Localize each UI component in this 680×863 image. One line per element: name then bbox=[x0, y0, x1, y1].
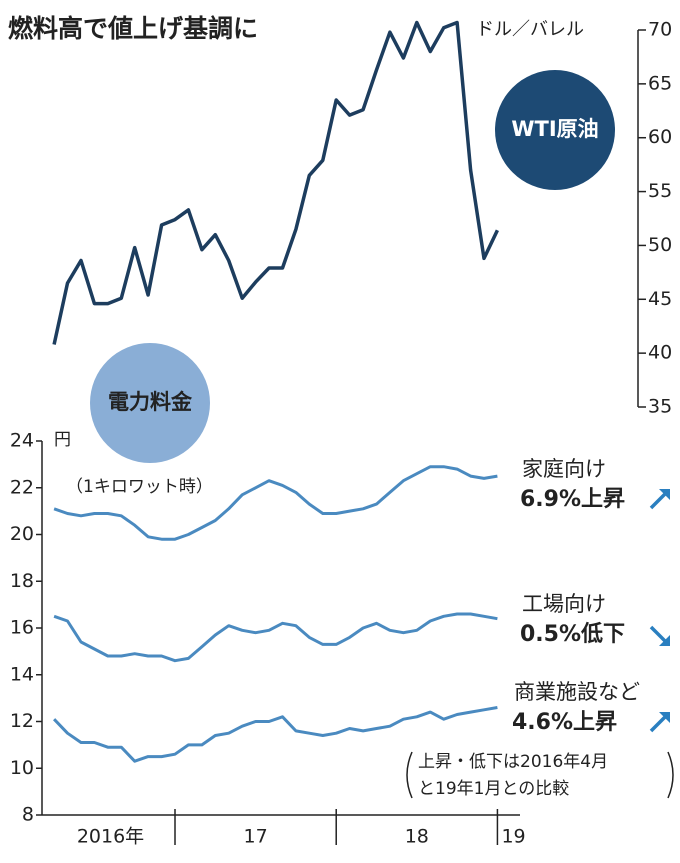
panel-title: 電力料金 bbox=[108, 390, 193, 414]
y-tick-label: 60 bbox=[648, 126, 672, 148]
series-line bbox=[52, 20, 499, 345]
y-tick-label: 45 bbox=[648, 288, 672, 310]
bracket bbox=[667, 751, 674, 799]
arrow-head bbox=[659, 712, 670, 723]
series-line bbox=[53, 465, 498, 541]
subtitle: （1キロワット時） bbox=[66, 477, 213, 497]
arrow bbox=[649, 713, 669, 733]
chart-title: 燃料高で値上げ基調に bbox=[8, 14, 258, 43]
y-tick-label: 16 bbox=[10, 617, 34, 639]
y-tick-label: 22 bbox=[10, 476, 34, 498]
note: と19年1月との比較 bbox=[418, 779, 569, 799]
arrow bbox=[649, 625, 669, 645]
axis-unit: ドル／バレル bbox=[476, 19, 584, 40]
series-name: 工場向け bbox=[522, 592, 606, 616]
x-tick-label: 2016年 bbox=[77, 826, 144, 848]
badge bbox=[495, 70, 615, 190]
y-tick-label: 70 bbox=[648, 19, 672, 41]
series-line bbox=[53, 612, 498, 663]
change-label: 4.6%上昇 bbox=[512, 710, 617, 735]
y-tick-label: 35 bbox=[648, 396, 672, 418]
x-tick-label: 18 bbox=[405, 826, 429, 848]
y-tick-label: 55 bbox=[648, 180, 672, 202]
change-label: 0.5%低下 bbox=[520, 622, 625, 647]
change-label: 6.9%上昇 bbox=[520, 487, 625, 512]
series-name: WTI原油 bbox=[511, 117, 598, 141]
y-tick-label: 20 bbox=[10, 523, 34, 545]
y-tick-label: 50 bbox=[648, 234, 672, 256]
bracket bbox=[406, 751, 413, 799]
series-name: 商業施設など bbox=[514, 680, 640, 704]
x-tick-label: 19 bbox=[501, 826, 525, 848]
x-tick-label: 17 bbox=[244, 826, 268, 848]
y-tick-label: 8 bbox=[22, 804, 34, 826]
y-tick-label: 14 bbox=[10, 663, 34, 685]
y-tick-label: 18 bbox=[10, 570, 34, 592]
y-tick-label: 24 bbox=[10, 430, 34, 452]
arrow-head bbox=[659, 635, 670, 646]
badge bbox=[90, 343, 210, 463]
arrow bbox=[649, 490, 669, 510]
series-name: 家庭向け bbox=[522, 457, 606, 481]
y-tick-label: 40 bbox=[648, 342, 672, 364]
y-tick-label: 10 bbox=[10, 757, 34, 779]
y-tick-label: 65 bbox=[648, 72, 672, 94]
note: 上昇・低下は2016年4月 bbox=[418, 752, 608, 772]
y-tick-label: 12 bbox=[10, 710, 34, 732]
arrow-head bbox=[659, 489, 670, 500]
series-line bbox=[53, 706, 498, 763]
axis-unit: 円 bbox=[54, 430, 71, 450]
